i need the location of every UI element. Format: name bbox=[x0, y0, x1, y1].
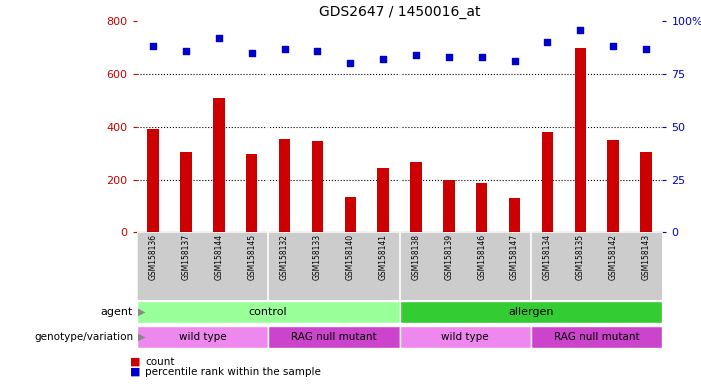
Text: wild type: wild type bbox=[442, 332, 489, 342]
Point bbox=[279, 46, 290, 52]
Text: RAG null mutant: RAG null mutant bbox=[554, 332, 639, 342]
Bar bbox=[268, 326, 400, 348]
Bar bbox=[213, 98, 224, 232]
Text: ■: ■ bbox=[130, 367, 140, 377]
Bar bbox=[509, 198, 520, 232]
Text: GSM158135: GSM158135 bbox=[576, 234, 585, 280]
Text: GSM158147: GSM158147 bbox=[510, 234, 519, 280]
Text: GSM158133: GSM158133 bbox=[313, 234, 322, 280]
Text: GSM158144: GSM158144 bbox=[215, 234, 224, 280]
Text: genotype/variation: genotype/variation bbox=[34, 332, 133, 342]
Bar bbox=[400, 301, 662, 323]
Point bbox=[476, 54, 487, 60]
Bar bbox=[575, 48, 586, 232]
Text: GSM158139: GSM158139 bbox=[444, 234, 454, 280]
Point bbox=[410, 52, 421, 58]
Text: GSM158137: GSM158137 bbox=[182, 234, 191, 280]
Title: GDS2647 / 1450016_at: GDS2647 / 1450016_at bbox=[319, 5, 480, 19]
Bar bbox=[531, 326, 662, 348]
Text: control: control bbox=[249, 307, 287, 317]
Text: GSM158142: GSM158142 bbox=[608, 234, 618, 280]
Point bbox=[345, 60, 356, 66]
Bar bbox=[180, 152, 192, 232]
Text: allergen: allergen bbox=[508, 307, 554, 317]
Bar bbox=[400, 326, 531, 348]
Text: ▶: ▶ bbox=[138, 307, 146, 317]
Text: ▶: ▶ bbox=[138, 332, 146, 342]
Text: count: count bbox=[145, 357, 175, 367]
Text: wild type: wild type bbox=[179, 332, 226, 342]
Point bbox=[147, 43, 158, 50]
Bar bbox=[640, 152, 652, 232]
Point bbox=[213, 35, 224, 41]
Bar bbox=[312, 141, 323, 232]
Point bbox=[443, 54, 454, 60]
Point bbox=[542, 39, 553, 45]
Text: agent: agent bbox=[101, 307, 133, 317]
Text: RAG null mutant: RAG null mutant bbox=[291, 332, 376, 342]
Bar bbox=[410, 162, 422, 232]
Point bbox=[575, 26, 586, 33]
Text: GSM158143: GSM158143 bbox=[641, 234, 651, 280]
Bar bbox=[137, 326, 268, 348]
Text: percentile rank within the sample: percentile rank within the sample bbox=[145, 367, 321, 377]
Point bbox=[180, 48, 191, 54]
Text: GSM158134: GSM158134 bbox=[543, 234, 552, 280]
Text: GSM158141: GSM158141 bbox=[379, 234, 388, 280]
Bar bbox=[246, 154, 257, 232]
Text: GSM158146: GSM158146 bbox=[477, 234, 486, 280]
Text: ■: ■ bbox=[130, 357, 140, 367]
Point bbox=[378, 56, 389, 62]
Bar bbox=[607, 140, 619, 232]
Point bbox=[246, 50, 257, 56]
Point bbox=[312, 48, 323, 54]
Text: GSM158140: GSM158140 bbox=[346, 234, 355, 280]
Bar bbox=[279, 139, 290, 232]
Text: GSM158132: GSM158132 bbox=[280, 234, 289, 280]
Bar bbox=[443, 180, 455, 232]
Bar bbox=[377, 168, 389, 232]
Bar bbox=[542, 132, 553, 232]
Bar bbox=[344, 197, 356, 232]
Bar bbox=[147, 129, 159, 232]
Bar bbox=[476, 184, 487, 232]
Point bbox=[641, 46, 652, 52]
Point bbox=[608, 43, 619, 50]
Text: GSM158136: GSM158136 bbox=[149, 234, 158, 280]
Bar bbox=[137, 301, 400, 323]
Text: GSM158138: GSM158138 bbox=[411, 234, 421, 280]
Text: GSM158145: GSM158145 bbox=[247, 234, 256, 280]
Point bbox=[509, 58, 520, 64]
